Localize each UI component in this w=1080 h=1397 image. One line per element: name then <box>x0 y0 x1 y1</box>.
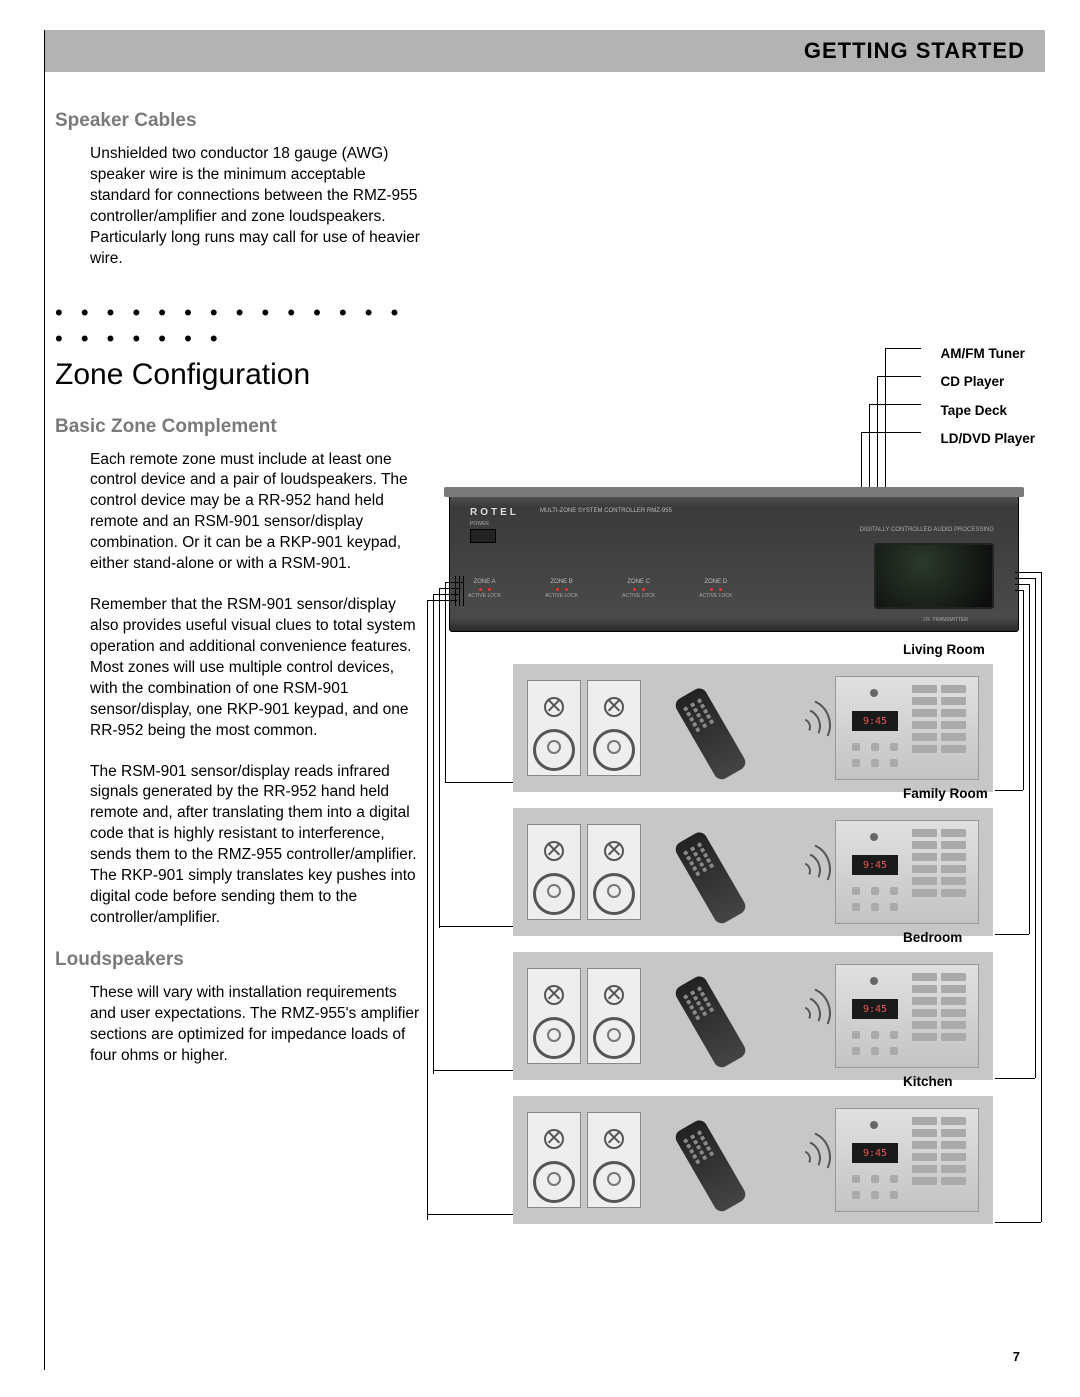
header-bar: GETTING STARTED <box>45 30 1045 72</box>
zone-family-room: Family Room 9:45 <box>513 808 993 936</box>
zone-led-row: ZONE AACTIVE LOCK ZONE BACTIVE LOCK ZONE… <box>468 579 732 599</box>
para-speaker-cables: Unshielded two conductor 18 gauge (AWG) … <box>55 144 425 270</box>
header-title: GETTING STARTED <box>804 38 1025 64</box>
src-tape: Tape Deck <box>940 397 1035 425</box>
zone-living-room: Living Room 9:45 <box>513 664 993 792</box>
keypad-icon: 9:45 <box>835 964 979 1068</box>
src-amfm: AM/FM Tuner <box>940 340 1035 368</box>
zone-label: Living Room <box>903 642 985 657</box>
power-label: POWER <box>470 521 489 527</box>
zone-kitchen: Kitchen 9:45 <box>513 1096 993 1224</box>
ir-waves-icon <box>763 1126 833 1196</box>
src-lddvd: LD/DVD Player <box>940 425 1035 453</box>
heading-zone-configuration: Zone Configuration <box>55 358 425 392</box>
ir-waves-icon <box>763 838 833 908</box>
speaker-icon <box>527 680 581 776</box>
controller-display-icon <box>874 543 994 609</box>
speaker-icon <box>587 680 641 776</box>
remote-icon <box>654 819 767 936</box>
zone-label: Family Room <box>903 786 988 801</box>
remote-icon <box>654 1107 767 1224</box>
keypad-icon: 9:45 <box>835 820 979 924</box>
controller-unit: ROTEL MULTI-ZONE SYSTEM CONTROLLER RMZ-9… <box>449 492 1019 632</box>
speaker-icon <box>587 824 641 920</box>
heading-loudspeakers: Loudspeakers <box>55 949 425 971</box>
heading-basic-zone: Basic Zone Complement <box>55 416 425 438</box>
speaker-icon <box>587 968 641 1064</box>
zone-diagram: AM/FM Tuner CD Player Tape Deck LD/DVD P… <box>425 340 1045 1230</box>
keypad-icon: 9:45 <box>835 1108 979 1212</box>
para-loudspeakers: These will vary with installation requir… <box>55 983 425 1067</box>
speaker-icon <box>587 1112 641 1208</box>
controller-model: MULTI-ZONE SYSTEM CONTROLLER RMZ-955 <box>540 508 672 514</box>
speaker-icon <box>527 1112 581 1208</box>
para-basic-zone-2: Remember that the RSM-901 sensor/display… <box>55 595 425 741</box>
zone-label: Bedroom <box>903 930 962 945</box>
para-basic-zone-3: The RSM-901 sensor/display reads infrare… <box>55 762 425 929</box>
heading-speaker-cables: Speaker Cables <box>55 110 425 132</box>
speaker-icon <box>527 824 581 920</box>
src-cd: CD Player <box>940 368 1035 396</box>
zone-bedroom: Bedroom 9:45 <box>513 952 993 1080</box>
ir-waves-icon <box>763 694 833 764</box>
page-frame: GETTING STARTED Speaker Cables Unshielde… <box>44 30 1044 1370</box>
ir-transmitter-label: I.R. TRANSMITTER <box>923 617 968 623</box>
para-basic-zone-1: Each remote zone must include at least o… <box>55 450 425 576</box>
zone-label: Kitchen <box>903 1074 953 1089</box>
power-button-icon <box>470 529 496 543</box>
text-column: Speaker Cables Unshielded two conductor … <box>55 110 425 1087</box>
page-number: 7 <box>1013 1349 1020 1364</box>
remote-icon <box>654 675 767 792</box>
ir-waves-icon <box>763 982 833 1052</box>
dap-label: DIGITALLY CONTROLLED AUDIO PROCESSING <box>860 527 994 533</box>
controller-brand: ROTEL <box>470 507 519 518</box>
remote-icon <box>654 963 767 1080</box>
source-labels: AM/FM Tuner CD Player Tape Deck LD/DVD P… <box>940 340 1035 453</box>
separator-dots: • • • • • • • • • • • • • • • • • • • • … <box>55 300 425 352</box>
keypad-icon: 9:45 <box>835 676 979 780</box>
speaker-icon <box>527 968 581 1064</box>
